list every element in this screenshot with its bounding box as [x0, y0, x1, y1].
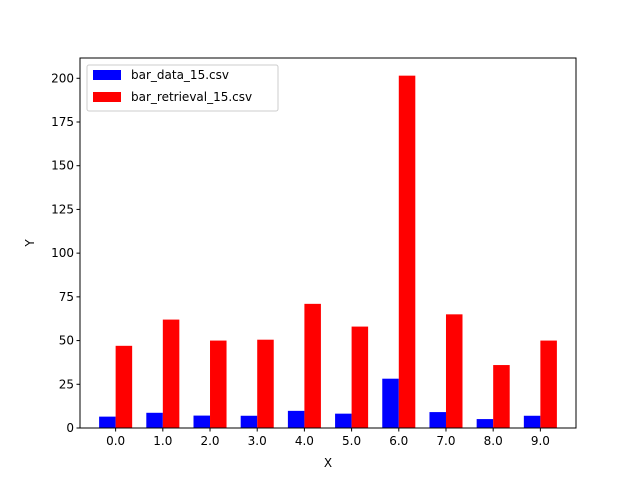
y-tick-label: 25	[59, 377, 74, 391]
bar-series-0-7.0	[429, 412, 446, 428]
legend-box	[86, 64, 279, 112]
y-axis-label: Y	[23, 239, 37, 248]
legend-label-bar-retrieval: bar_retrieval_15.csv	[131, 90, 252, 104]
x-tick-label: 2.0	[200, 434, 219, 448]
bar-series-1-7.0	[445, 314, 463, 428]
y-tick-label: 75	[59, 290, 74, 304]
plot-frame	[79, 57, 577, 429]
y-tick-label: 200	[51, 71, 74, 85]
bar-series-1-8.0	[493, 365, 510, 428]
bar-series-1-2.0	[210, 340, 227, 428]
bar-series-0-6.0	[382, 378, 399, 428]
bar-series-0-9.0	[523, 415, 541, 428]
x-axis: 0.0 1.0 2.0 3.0 4.0 5.0 6.0 7.0 8.0 9.0	[106, 428, 550, 448]
y-tick-label: 0	[66, 421, 74, 435]
x-tick-label: 6.0	[389, 434, 408, 448]
bar-series-0-0.0	[99, 416, 116, 428]
bar-series-1-0.0	[115, 345, 133, 428]
bar-series-1-5.0	[351, 326, 369, 428]
x-tick-label: 5.0	[342, 434, 361, 448]
bar-series-1-6.0	[398, 75, 416, 428]
x-tick-label: 7.0	[436, 434, 455, 448]
bar-series-0-3.0	[240, 415, 258, 428]
y-axis: 0 25 50 75 100 125 150 175 200	[51, 71, 80, 435]
bar-series-0-4.0	[287, 410, 305, 428]
y-tick-label: 150	[51, 159, 74, 173]
bar-series-0-1.0	[146, 412, 163, 428]
legend-swatch-bar-retrieval	[93, 92, 121, 102]
x-tick-label: 9.0	[531, 434, 550, 448]
bar-series-1-9.0	[540, 340, 557, 428]
bar-series-0-2.0	[193, 415, 211, 428]
x-tick-label: 1.0	[153, 434, 172, 448]
x-axis-label: X	[324, 456, 332, 470]
bar-series-0-5.0	[335, 413, 352, 428]
bar-series-0-8.0	[476, 419, 494, 428]
y-tick-label: 175	[51, 115, 74, 129]
legend: bar_data_15.csv bar_retrieval_15.csv	[86, 64, 279, 112]
y-tick-label: 50	[59, 334, 74, 348]
legend-label-bar-data: bar_data_15.csv	[131, 68, 229, 82]
x-tick-label: 3.0	[248, 434, 267, 448]
bars-layer	[99, 75, 557, 428]
x-tick-label: 0.0	[106, 434, 125, 448]
legend-swatch-bar-data	[93, 70, 121, 80]
y-tick-label: 100	[51, 246, 74, 260]
bar-series-1-4.0	[304, 303, 321, 428]
bar-series-1-3.0	[257, 339, 274, 428]
x-tick-label: 4.0	[295, 434, 314, 448]
x-tick-label: 8.0	[484, 434, 503, 448]
y-tick-label: 125	[51, 202, 74, 216]
bar-series-1-1.0	[162, 319, 180, 428]
